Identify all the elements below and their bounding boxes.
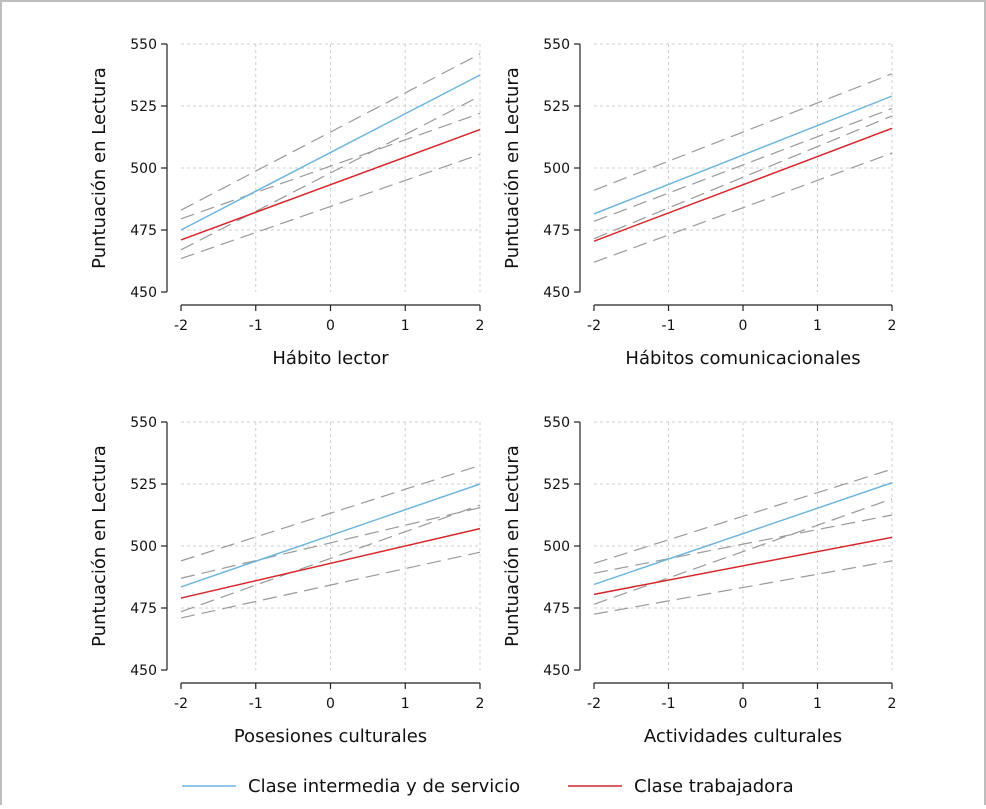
y-tick-label: 525 — [543, 477, 570, 493]
series-line-clase-trabajadora — [593, 127, 893, 242]
x-tick-label: 0 — [326, 696, 335, 712]
chart-panel-3: 450 475 500 525 550 -2 -1 0 1 2 Posesiones cultura… — [89, 415, 484, 747]
x-tick-label: 2 — [476, 696, 485, 712]
x-tick-label: 0 — [739, 696, 748, 712]
x-axis-title: Actividades culturales — [644, 726, 842, 747]
ci-lower-line-series-1 — [593, 498, 893, 605]
series-line-clase-trabajadora — [593, 536, 893, 596]
y-tick-label: 450 — [130, 285, 157, 301]
ci-lower-line-series-2 — [593, 560, 893, 615]
x-tick-label: 1 — [813, 318, 822, 334]
y-tick-label: 525 — [130, 477, 157, 493]
legend: Clase intermedia y de servicio Clase trab… — [182, 776, 794, 797]
series-line-clase-intermedia — [180, 483, 481, 588]
series-line-clase-trabajadora — [180, 527, 481, 599]
x-tick-label: -2 — [587, 318, 601, 334]
y-tick-label: 500 — [543, 161, 570, 177]
y-tick-label: 550 — [130, 415, 157, 431]
ci-lower-line-series-1 — [593, 115, 893, 240]
y-tick-label: 475 — [130, 223, 157, 239]
ci-lower-line-series-2 — [180, 551, 481, 619]
y-axis-title: Puntuación en Lectura — [89, 445, 110, 647]
series-line-clase-intermedia — [180, 74, 481, 231]
y-axis-title: Puntuación en Lectura — [89, 67, 110, 269]
ci-upper-line-series-1 — [593, 468, 893, 564]
chart-panel-2: 450 475 500 525 550 -2 -1 0 1 2 Hábitos comunicaci… — [502, 37, 896, 369]
y-tick-label: 525 — [543, 99, 570, 115]
x-tick-label: -1 — [662, 318, 676, 334]
x-tick-label: -2 — [587, 696, 601, 712]
x-tick-label: 1 — [813, 696, 822, 712]
ci-lower-line-series-2 — [593, 152, 893, 263]
chart-panel-1: 450 475 500 525 550 -2 -1 0 1 2 Hábito lector Puntu… — [89, 37, 484, 369]
x-axis-title: Hábitos comunicacionales — [625, 348, 860, 369]
x-tick-label: -2 — [174, 318, 188, 334]
x-tick-label: 0 — [326, 318, 335, 334]
ci-upper-line-series-2 — [180, 112, 481, 220]
legend-label-2: Clase trabajadora — [634, 776, 794, 797]
y-tick-label: 500 — [130, 161, 157, 177]
series-line-clase-intermedia — [593, 482, 893, 586]
x-tick-label: 1 — [401, 318, 410, 334]
ci-upper-line-series-1 — [180, 53, 481, 211]
series-line-clase-trabajadora — [180, 128, 481, 241]
x-tick-label: 2 — [888, 696, 897, 712]
ci-upper-line-series-2 — [180, 506, 481, 579]
y-tick-label: 500 — [130, 539, 157, 555]
x-tick-label: -2 — [174, 696, 188, 712]
y-tick-label: 550 — [543, 415, 570, 431]
legend-label-1: Clase intermedia y de servicio — [248, 776, 520, 797]
x-tick-label: 0 — [739, 318, 748, 334]
ci-lower-line-series-1 — [180, 504, 481, 613]
ci-upper-line-series-2 — [593, 514, 893, 574]
y-tick-label: 450 — [543, 663, 570, 679]
series-line-clase-intermedia — [593, 95, 893, 215]
y-axis-title: Puntuación en Lectura — [502, 67, 523, 269]
y-tick-label: 475 — [130, 601, 157, 617]
x-tick-label: -1 — [249, 696, 263, 712]
ci-lower-line-series-1 — [180, 95, 481, 251]
ci-upper-line-series-2 — [593, 107, 893, 222]
x-tick-label: 1 — [401, 696, 410, 712]
y-tick-label: 475 — [543, 601, 570, 617]
ci-lower-line-series-2 — [180, 153, 481, 260]
ci-upper-line-series-1 — [593, 73, 893, 191]
x-tick-label: -1 — [249, 318, 263, 334]
x-tick-label: 2 — [888, 318, 897, 334]
y-tick-label: 525 — [130, 99, 157, 115]
x-tick-label: 2 — [476, 318, 485, 334]
y-tick-label: 550 — [543, 37, 570, 53]
y-tick-label: 450 — [130, 663, 157, 679]
x-tick-label: -1 — [662, 696, 676, 712]
x-axis-title: Hábito lector — [272, 348, 389, 369]
y-axis-title: Puntuación en Lectura — [502, 445, 523, 647]
y-tick-label: 500 — [543, 539, 570, 555]
y-tick-label: 475 — [543, 223, 570, 239]
chart-panel-4: 450 475 500 525 550 -2 -1 0 1 2 Actividades cultur… — [502, 415, 896, 747]
y-tick-label: 450 — [543, 285, 570, 301]
x-axis-title: Posesiones culturales — [234, 726, 427, 747]
ci-upper-line-series-1 — [180, 464, 481, 562]
y-tick-label: 550 — [130, 37, 157, 53]
